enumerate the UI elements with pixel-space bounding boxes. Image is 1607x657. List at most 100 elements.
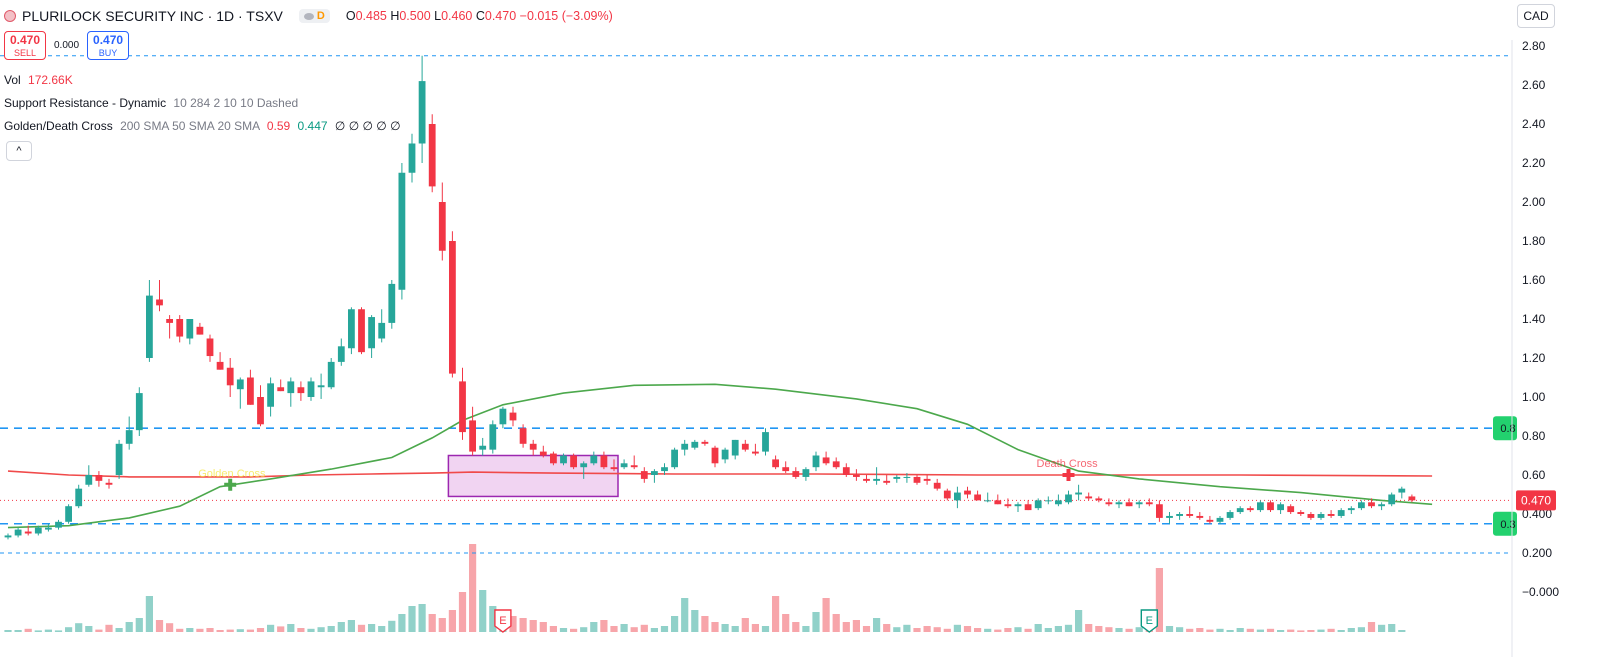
volume-bar [873, 618, 881, 632]
volume-bar [448, 610, 456, 632]
volume-bar [388, 620, 396, 632]
candle-body [600, 455, 608, 468]
volume-bar [176, 628, 184, 632]
candle-body [731, 439, 739, 456]
low-key: L [434, 9, 442, 23]
candle-body [378, 322, 386, 339]
candle-body [772, 459, 779, 468]
candle-body [812, 455, 820, 468]
volume-bar [1075, 610, 1083, 632]
candle-body [933, 482, 941, 489]
zone-box [447, 454, 619, 498]
volume-bar [772, 596, 780, 632]
price-tick-label: 1.60 [1522, 273, 1546, 287]
volume-bar [509, 616, 517, 632]
volume-bar [741, 618, 749, 632]
candle-body [1115, 502, 1123, 505]
candle-body [317, 385, 325, 388]
candle-body [1186, 514, 1194, 516]
symbol-title[interactable]: PLURILOCK SECURITY INC · 1D · TSXV [22, 8, 283, 24]
candle-body [45, 527, 52, 530]
price-tick-label: 2.00 [1522, 195, 1546, 209]
earnings-flag [494, 609, 512, 633]
candle-body [863, 478, 870, 481]
volume-bar [1105, 627, 1113, 632]
candle-body [1044, 500, 1052, 502]
candle-body [893, 476, 901, 479]
price-tick-label: 0.80 [1522, 429, 1546, 443]
volume-bar [317, 627, 325, 632]
candle-body [842, 467, 850, 475]
candle-body [671, 449, 678, 468]
volume-bar [1378, 624, 1386, 632]
death_cross-marker [1062, 469, 1075, 481]
legend-golden-death-cross[interactable]: Golden/Death Cross 200 SMA 50 SMA 20 SMA… [4, 119, 401, 133]
candle-body [388, 283, 396, 323]
volume-bar [267, 624, 275, 632]
volume-bar [570, 628, 578, 632]
cross-markers: Golden Cross Death Cross E E [198, 458, 1158, 633]
candle-body [853, 475, 860, 477]
legend-volume-value: 172.66K [28, 73, 73, 87]
legend-support-resistance[interactable]: Support Resistance - Dynamic 10 284 2 10… [4, 96, 298, 110]
buy-button[interactable]: 0.470 BUY [87, 31, 130, 60]
volume-bar [256, 628, 265, 632]
volume-bar [357, 624, 366, 632]
candle-body [651, 471, 658, 475]
volume-bar [761, 626, 770, 632]
collapse-legend-button[interactable]: ^ [6, 141, 32, 161]
candle-body [1166, 515, 1173, 518]
volume-bar [974, 628, 982, 632]
visibility-chip[interactable]: D [298, 9, 330, 23]
candle-body [105, 482, 113, 485]
volume-bar [1014, 627, 1022, 632]
volume-bar [287, 624, 295, 632]
candle-body [529, 443, 537, 450]
candle-body [620, 463, 628, 468]
volume-bar [34, 630, 42, 632]
candle-body [307, 381, 315, 397]
volume-bar [1085, 624, 1093, 632]
volume-bar [337, 622, 345, 632]
candle-body [418, 81, 426, 144]
candle-body [55, 521, 62, 528]
trade-panel: 0.470 SELL 0.000 0.470 BUY [4, 31, 130, 60]
volume-bar [671, 616, 679, 632]
volume-bar [903, 624, 911, 632]
volume-bar [1398, 630, 1406, 632]
candle-body [711, 447, 719, 464]
candle-body [1004, 504, 1012, 507]
volume-bar [963, 626, 972, 632]
price-tick-label: 1.20 [1522, 351, 1546, 365]
volume-bar [862, 626, 871, 632]
earnings-flag [1140, 609, 1158, 633]
volume-bar [4, 630, 12, 632]
volume-bar [1226, 630, 1234, 632]
candle-body [1125, 502, 1133, 507]
legend-volume[interactable]: Vol 172.66K [4, 73, 73, 87]
volume-bar [155, 620, 164, 632]
volume-bar [14, 630, 22, 632]
candle-body [630, 465, 638, 468]
candle-body [398, 172, 406, 290]
last-price-label: 0.470 [1521, 493, 1551, 507]
candle-body [1085, 496, 1093, 499]
candle-body [661, 467, 668, 472]
volume-bar [711, 622, 719, 632]
volume-bar [398, 614, 406, 632]
candle-body [226, 367, 234, 386]
sma-long-line [7, 470, 1433, 478]
candle-body [1176, 514, 1183, 516]
volume-bar [469, 544, 477, 632]
volume-bar [408, 606, 416, 632]
high-value: 0.500 [399, 9, 431, 23]
volume-bar [1186, 628, 1194, 632]
volume-bar [701, 616, 709, 632]
currency-button[interactable]: CAD [1517, 4, 1555, 28]
volume-bar [1277, 630, 1285, 632]
volume-bar [549, 626, 557, 632]
sell-button[interactable]: 0.470 SELL [4, 31, 46, 60]
candle-body [1024, 504, 1032, 511]
volume-bar [216, 630, 224, 632]
